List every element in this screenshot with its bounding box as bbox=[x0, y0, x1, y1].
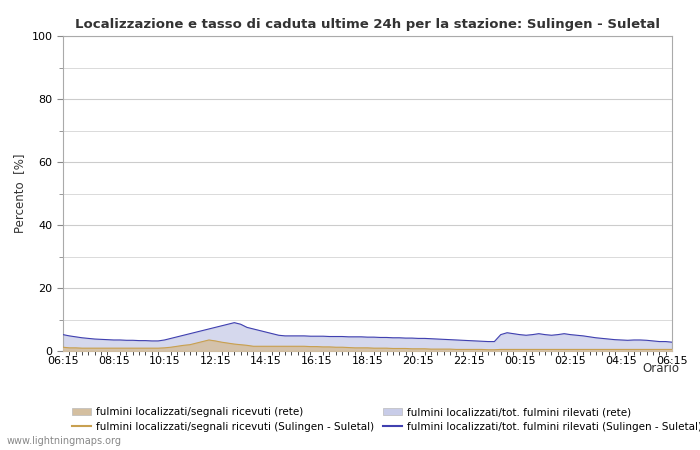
Legend: fulmini localizzati/segnali ricevuti (rete), fulmini localizzati/segnali ricevut: fulmini localizzati/segnali ricevuti (re… bbox=[68, 403, 700, 436]
Title: Localizzazione e tasso di caduta ultime 24h per la stazione: Sulingen - Suletal: Localizzazione e tasso di caduta ultime … bbox=[75, 18, 660, 31]
Y-axis label: Percento  [%]: Percento [%] bbox=[13, 154, 26, 233]
Text: www.lightningmaps.org: www.lightningmaps.org bbox=[7, 436, 122, 446]
Text: Orario: Orario bbox=[642, 362, 679, 375]
